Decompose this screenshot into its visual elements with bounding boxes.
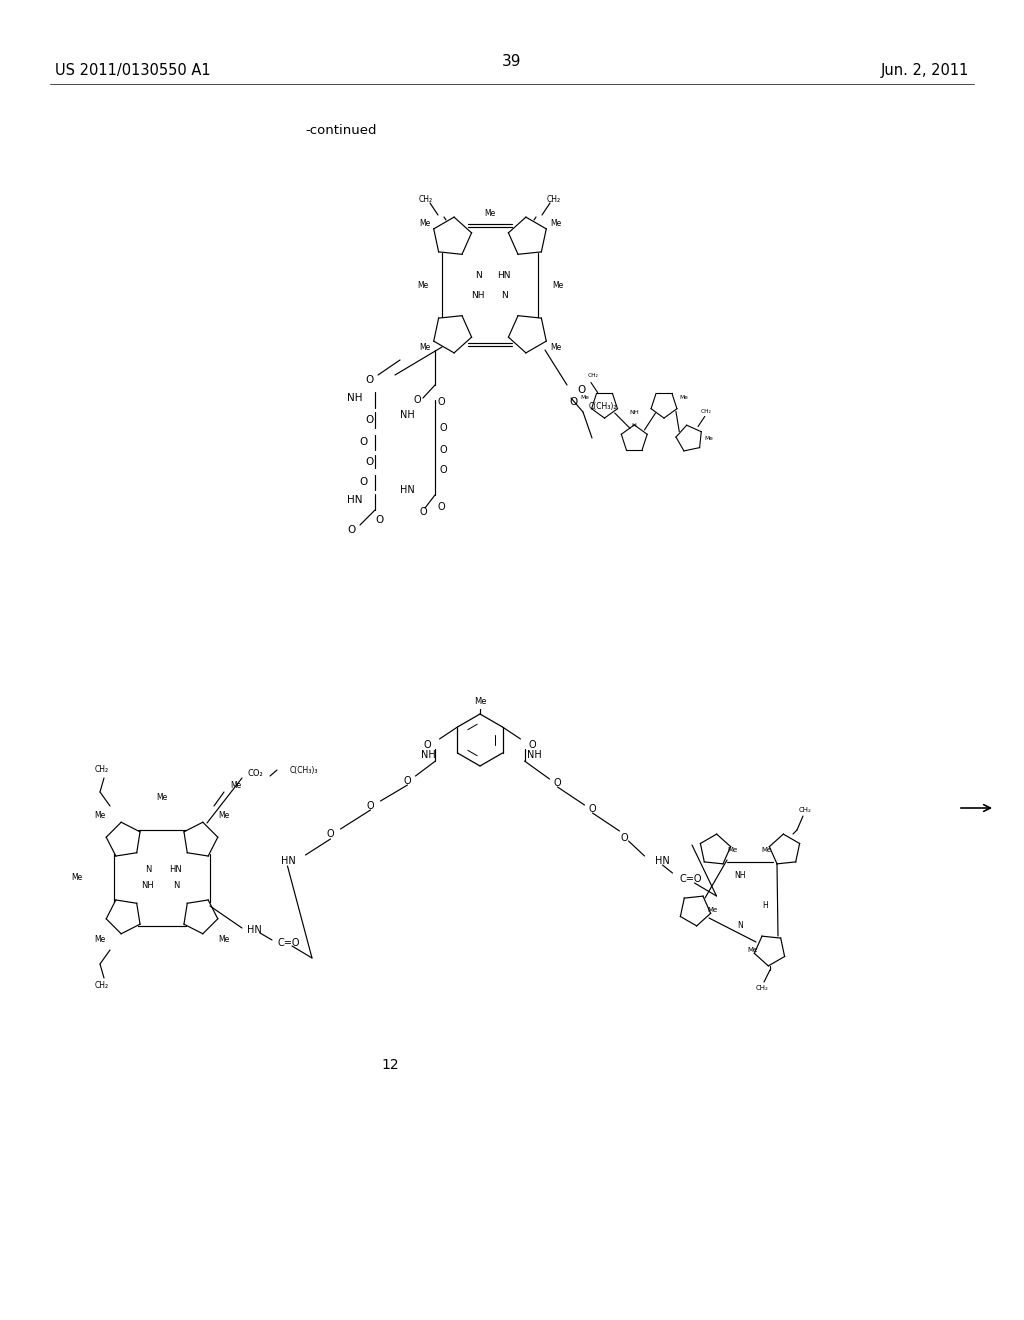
Text: Me: Me: [474, 697, 486, 706]
Text: HN: HN: [654, 855, 670, 866]
Text: N: N: [475, 271, 481, 280]
Text: N: N: [501, 290, 507, 300]
Text: O: O: [621, 833, 629, 843]
Text: N: N: [737, 920, 742, 929]
Text: H: H: [632, 424, 637, 428]
Text: CH₂: CH₂: [95, 766, 110, 775]
Text: Me: Me: [484, 209, 496, 218]
Text: CH₂: CH₂: [95, 982, 110, 990]
Text: O: O: [327, 829, 334, 840]
Text: 12: 12: [381, 1059, 398, 1072]
Text: C=O: C=O: [680, 874, 702, 884]
Text: Me: Me: [230, 781, 242, 791]
Text: O: O: [358, 437, 368, 447]
Text: Me: Me: [218, 936, 229, 945]
Text: HN: HN: [281, 855, 296, 866]
Text: HN: HN: [498, 271, 511, 280]
Text: H: H: [762, 900, 768, 909]
Text: O: O: [358, 477, 368, 487]
Text: NH: NH: [471, 290, 484, 300]
Text: O: O: [366, 457, 374, 467]
Text: Me: Me: [679, 395, 688, 400]
Text: O: O: [414, 395, 421, 405]
Text: Me: Me: [157, 793, 168, 803]
Text: US 2011/0130550 A1: US 2011/0130550 A1: [55, 62, 211, 78]
Text: C(CH₃)₃: C(CH₃)₃: [290, 766, 318, 775]
Text: CH₂: CH₂: [756, 985, 768, 991]
Text: C=O: C=O: [278, 939, 299, 948]
Text: NH: NH: [630, 411, 639, 416]
Text: NH: NH: [526, 750, 542, 760]
Text: O: O: [419, 507, 427, 517]
Text: O: O: [589, 804, 596, 814]
Text: Jun. 2, 2011: Jun. 2, 2011: [881, 62, 969, 78]
Text: HN: HN: [247, 925, 262, 935]
Text: O: O: [577, 385, 586, 395]
Text: O: O: [348, 525, 356, 535]
Text: NH: NH: [400, 411, 415, 420]
Text: O: O: [366, 414, 374, 425]
Text: HN: HN: [170, 866, 182, 874]
Text: O: O: [376, 515, 384, 525]
Text: HN: HN: [347, 495, 362, 506]
Text: CO₂: CO₂: [247, 768, 263, 777]
Text: Me: Me: [746, 946, 757, 953]
Text: Me: Me: [728, 847, 738, 853]
Text: Me: Me: [762, 847, 772, 853]
Text: O: O: [440, 465, 447, 475]
Text: Me: Me: [71, 874, 82, 883]
Text: Me: Me: [419, 219, 430, 227]
Text: Me: Me: [94, 936, 105, 945]
Text: NH: NH: [421, 750, 435, 760]
Text: Me: Me: [550, 219, 561, 227]
Text: O: O: [440, 445, 447, 455]
Text: Me: Me: [218, 812, 229, 821]
Text: HN: HN: [400, 484, 415, 495]
Text: CH₂: CH₂: [419, 194, 433, 203]
Text: O: O: [367, 801, 375, 810]
Text: NH: NH: [141, 882, 155, 891]
Text: Me: Me: [552, 281, 563, 289]
Text: O: O: [554, 777, 561, 788]
Text: O: O: [403, 776, 412, 785]
Text: O: O: [366, 375, 374, 385]
Text: C(CH₃)₂: C(CH₃)₂: [589, 401, 617, 411]
Text: Me: Me: [705, 436, 714, 441]
Text: O: O: [528, 741, 537, 750]
Text: O: O: [438, 502, 445, 512]
Text: CH₂: CH₂: [547, 194, 561, 203]
Text: CH₂: CH₂: [701, 409, 712, 413]
Text: Me: Me: [419, 342, 430, 351]
Text: -continued: -continued: [305, 124, 377, 136]
Text: Me: Me: [581, 395, 589, 400]
Text: Me: Me: [417, 281, 428, 289]
Text: O: O: [438, 397, 445, 407]
Text: 39: 39: [502, 54, 522, 70]
Text: O: O: [424, 741, 431, 750]
Text: Me: Me: [94, 812, 105, 821]
Text: NH: NH: [734, 870, 745, 879]
Text: Me: Me: [550, 342, 561, 351]
Text: O: O: [440, 422, 447, 433]
Text: O: O: [569, 397, 578, 407]
Text: Me: Me: [708, 907, 718, 913]
Text: CH₂: CH₂: [587, 374, 598, 378]
Text: N: N: [173, 882, 179, 891]
Text: CH₂: CH₂: [799, 807, 811, 813]
Text: NH: NH: [347, 393, 362, 403]
Text: N: N: [144, 866, 152, 874]
